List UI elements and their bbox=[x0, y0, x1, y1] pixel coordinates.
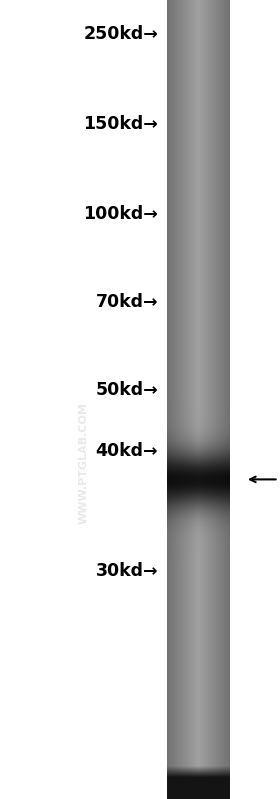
Text: 70kd→: 70kd→ bbox=[96, 293, 158, 311]
Text: 40kd→: 40kd→ bbox=[96, 443, 158, 460]
Text: 50kd→: 50kd→ bbox=[95, 381, 158, 399]
Text: 30kd→: 30kd→ bbox=[96, 562, 158, 580]
Text: 150kd→: 150kd→ bbox=[83, 115, 158, 133]
Text: WWW.PTGLAB.COM: WWW.PTGLAB.COM bbox=[79, 403, 89, 524]
Text: 250kd→: 250kd→ bbox=[83, 25, 158, 42]
Text: 100kd→: 100kd→ bbox=[83, 205, 158, 223]
